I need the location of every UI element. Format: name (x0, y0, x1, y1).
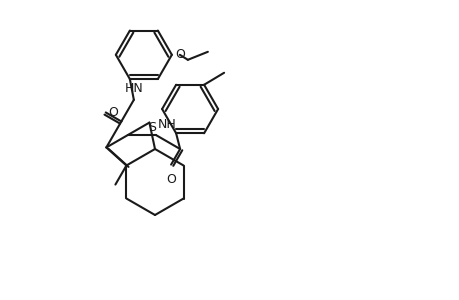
Text: O: O (174, 48, 185, 61)
Text: S: S (148, 121, 156, 134)
Text: HN: HN (124, 82, 143, 95)
Text: O: O (107, 106, 118, 119)
Text: O: O (166, 172, 176, 186)
Text: NH: NH (157, 118, 176, 131)
